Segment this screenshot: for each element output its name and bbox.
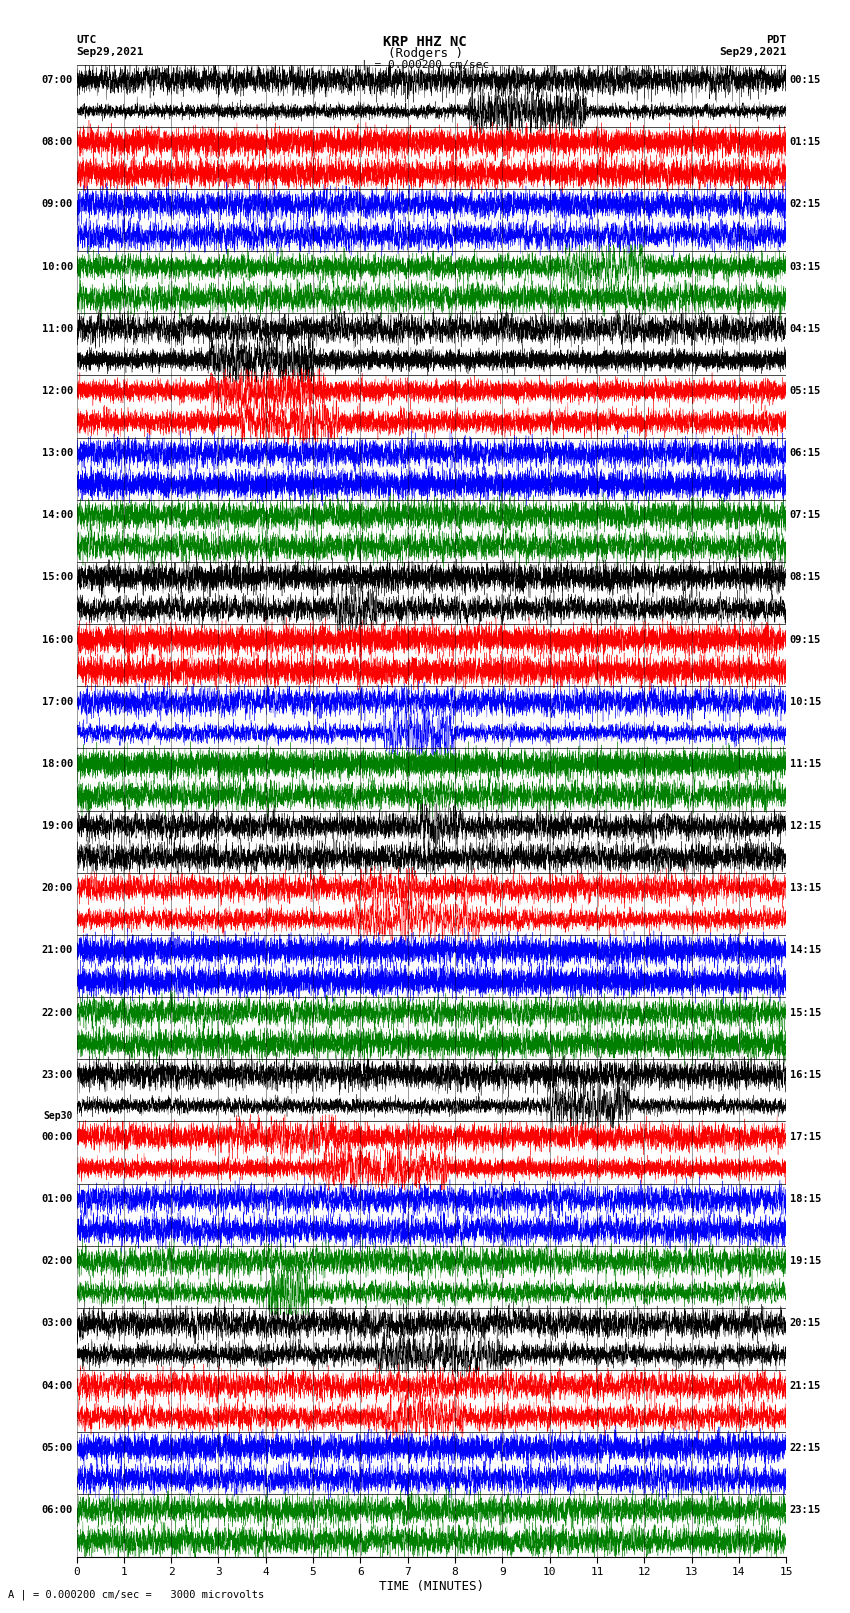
Text: 23:00: 23:00 [42,1069,73,1079]
Text: 07:15: 07:15 [790,510,821,521]
Text: 09:15: 09:15 [790,634,821,645]
Text: KRP HHZ NC: KRP HHZ NC [383,35,467,50]
Text: 11:00: 11:00 [42,324,73,334]
Text: 05:15: 05:15 [790,386,821,395]
Text: 03:00: 03:00 [42,1318,73,1329]
Text: 14:00: 14:00 [42,510,73,521]
Text: 01:00: 01:00 [42,1194,73,1203]
Text: 19:15: 19:15 [790,1257,821,1266]
Text: A | = 0.000200 cm/sec =   3000 microvolts: A | = 0.000200 cm/sec = 3000 microvolts [8,1589,264,1600]
Text: 17:15: 17:15 [790,1132,821,1142]
Text: 04:00: 04:00 [42,1381,73,1390]
Text: 02:00: 02:00 [42,1257,73,1266]
Text: 20:15: 20:15 [790,1318,821,1329]
Text: PDT: PDT [766,35,786,45]
Text: 00:15: 00:15 [790,76,821,85]
Text: 08:00: 08:00 [42,137,73,147]
Text: 16:15: 16:15 [790,1069,821,1079]
Text: 10:00: 10:00 [42,261,73,271]
Text: 20:00: 20:00 [42,884,73,894]
Text: 19:00: 19:00 [42,821,73,831]
Text: 11:15: 11:15 [790,758,821,769]
Text: 01:15: 01:15 [790,137,821,147]
Text: 21:15: 21:15 [790,1381,821,1390]
Text: 16:00: 16:00 [42,634,73,645]
Text: Sep29,2021: Sep29,2021 [76,47,144,56]
Text: 12:15: 12:15 [790,821,821,831]
Text: 23:15: 23:15 [790,1505,821,1515]
X-axis label: TIME (MINUTES): TIME (MINUTES) [379,1579,484,1592]
Text: 02:15: 02:15 [790,200,821,210]
Text: 15:15: 15:15 [790,1008,821,1018]
Text: 21:00: 21:00 [42,945,73,955]
Text: | = 0.000200 cm/sec: | = 0.000200 cm/sec [361,60,489,71]
Text: 18:00: 18:00 [42,758,73,769]
Text: UTC: UTC [76,35,97,45]
Text: 17:00: 17:00 [42,697,73,706]
Text: 08:15: 08:15 [790,573,821,582]
Text: 22:15: 22:15 [790,1442,821,1453]
Text: 03:15: 03:15 [790,261,821,271]
Text: 14:15: 14:15 [790,945,821,955]
Text: 15:00: 15:00 [42,573,73,582]
Text: 06:00: 06:00 [42,1505,73,1515]
Text: 00:00: 00:00 [42,1132,73,1142]
Text: 09:00: 09:00 [42,200,73,210]
Text: Sep29,2021: Sep29,2021 [719,47,786,56]
Text: 10:15: 10:15 [790,697,821,706]
Text: 05:00: 05:00 [42,1442,73,1453]
Text: 06:15: 06:15 [790,448,821,458]
Text: 22:00: 22:00 [42,1008,73,1018]
Text: 18:15: 18:15 [790,1194,821,1203]
Text: (Rodgers ): (Rodgers ) [388,47,462,60]
Text: 04:15: 04:15 [790,324,821,334]
Text: 13:15: 13:15 [790,884,821,894]
Text: 12:00: 12:00 [42,386,73,395]
Text: Sep30: Sep30 [43,1111,73,1121]
Text: 07:00: 07:00 [42,76,73,85]
Text: 13:00: 13:00 [42,448,73,458]
